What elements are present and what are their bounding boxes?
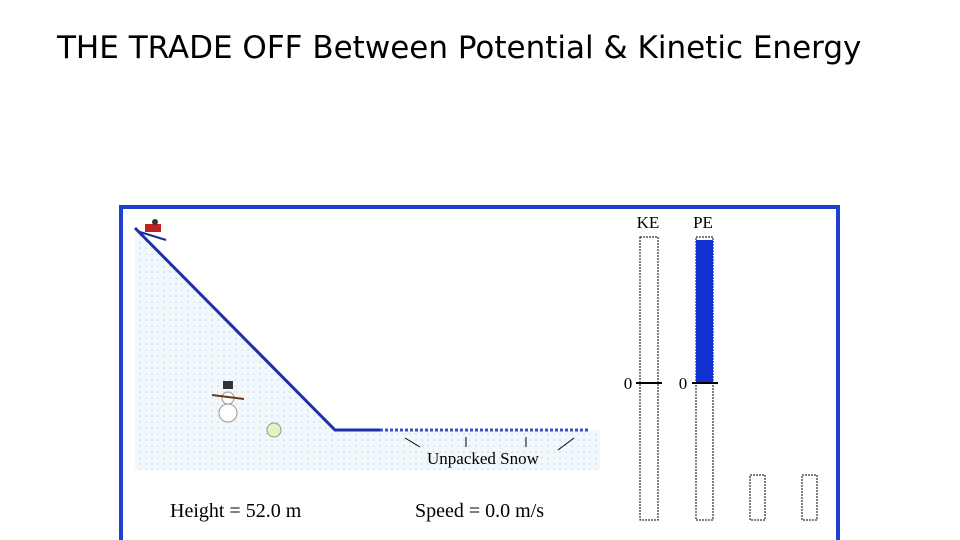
height-readout: Height = 52.0 m bbox=[170, 500, 302, 522]
ke-label: KE bbox=[637, 213, 660, 232]
skier bbox=[139, 219, 167, 241]
snow-label: Unpacked Snow bbox=[427, 449, 540, 468]
pe-label: PE bbox=[693, 213, 713, 232]
pe-zero-label: 0 bbox=[679, 374, 688, 393]
snow-field bbox=[135, 228, 600, 470]
ke-column bbox=[639, 236, 659, 521]
slide-title: THE TRADE OFF Between Potential & Kineti… bbox=[57, 30, 862, 66]
speed-readout: Speed = 0.0 m/s bbox=[415, 500, 544, 522]
ski-slope bbox=[133, 226, 380, 432]
extra-column bbox=[801, 474, 818, 521]
extra-column bbox=[749, 474, 766, 521]
snow-arrows bbox=[404, 437, 575, 451]
ke-zero-label: 0 bbox=[624, 374, 633, 393]
snowman bbox=[211, 381, 245, 423]
snowball bbox=[266, 422, 282, 438]
pe-fill bbox=[696, 240, 713, 383]
